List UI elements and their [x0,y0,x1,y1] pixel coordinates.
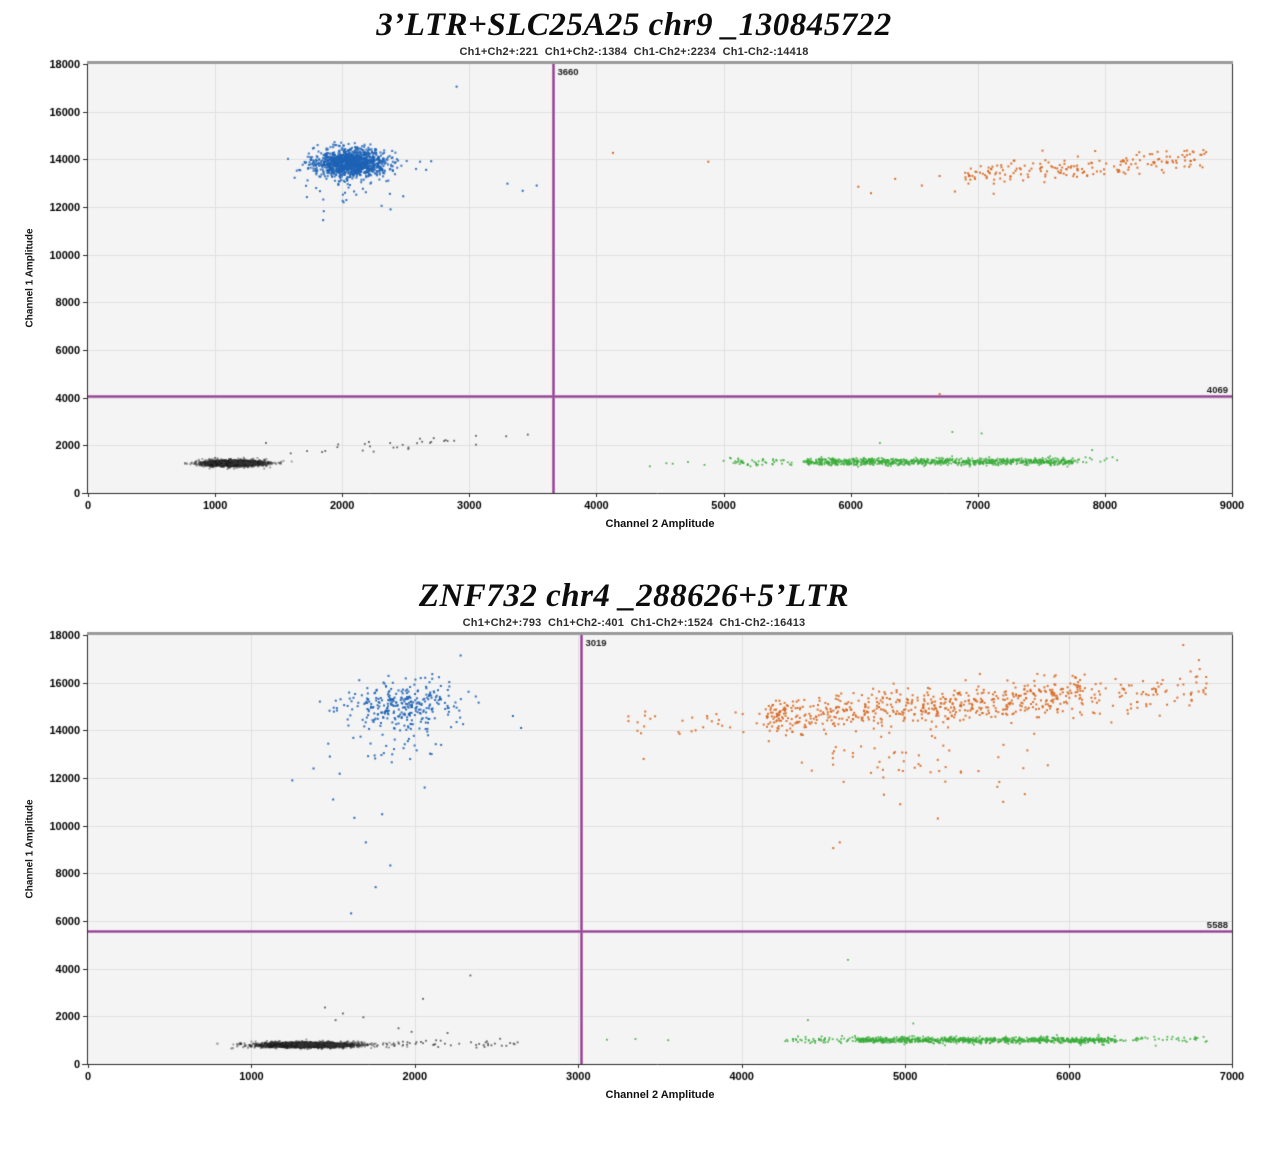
scatter-canvas [0,629,1268,1088]
figure-title: ZNF732 chr4 _288626+5’LTR [418,577,850,614]
x-axis-label: Channel 2 Amplitude [605,1088,715,1101]
figure-3ltr-slc25a25: 3’LTR+SLC25A25 chr9 _130845722 Ch1+Ch2+:… [0,0,1268,533]
scatter-canvas [0,58,1268,517]
x-axis-label: Channel 2 Amplitude [605,517,715,530]
y-axis-label: Channel 1 Amplitude [24,799,36,899]
quadrant-counts-line: Ch1+Ch2+:221 Ch1+Ch2-:1384 Ch1-Ch2+:2234… [459,45,809,58]
y-axis-label: Channel 1 Amplitude [24,228,36,328]
scatter-plot-area: Channel 1 Amplitude [0,629,1268,1088]
figure-title: 3’LTR+SLC25A25 chr9 _130845722 [376,7,892,43]
scatter-plot-area: Channel 1 Amplitude [0,58,1268,517]
figure-znf732: ZNF732 chr4 _288626+5’LTR Ch1+Ch2+:793 C… [0,577,1268,1104]
quadrant-counts-line: Ch1+Ch2+:793 Ch1+Ch2-:401 Ch1-Ch2+:1524 … [462,616,806,629]
